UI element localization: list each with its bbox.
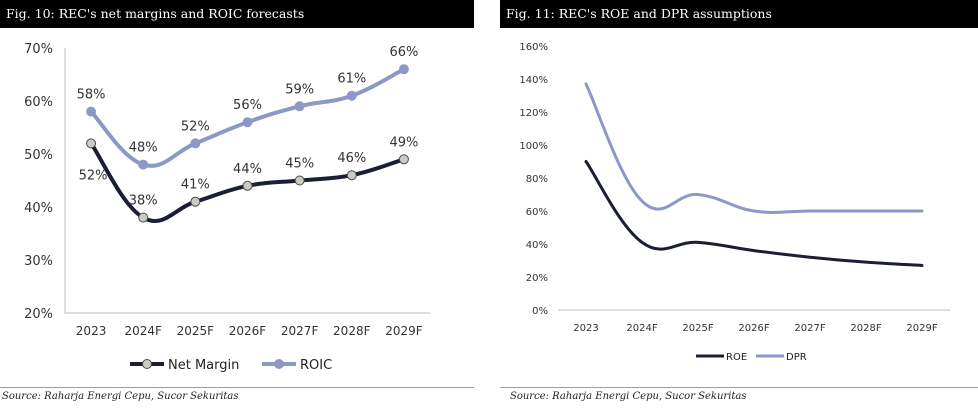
net-margin-data-label: 45%	[285, 157, 314, 172]
x-tick-label: 2027F	[794, 323, 825, 334]
right-chart-area: 0% 20% 40% 60% 80% 100% 120% 140% 160% 2023 2024F 2…	[500, 28, 978, 388]
roic-data-label: 56%	[233, 98, 262, 113]
legend-dpr-label: DPR	[786, 352, 807, 363]
y-tick-label: 60%	[24, 95, 53, 110]
y-tick-label: 160%	[519, 42, 548, 53]
roe-line	[584, 160, 924, 267]
y-tick-label: 60%	[526, 207, 548, 218]
y-tick-label: 20%	[526, 273, 548, 284]
net-margin-point	[242, 180, 253, 191]
dpr-line	[584, 82, 924, 214]
legend-roic-marker	[274, 359, 284, 369]
net-margin-point	[398, 154, 409, 165]
y-tick-label: 0%	[532, 306, 548, 317]
y-tick-label: 120%	[519, 108, 548, 119]
net-margin-point	[294, 175, 305, 186]
x-tick-label: 2029F	[906, 323, 937, 334]
roic-point	[242, 117, 253, 128]
net-margin-data-label: 49%	[389, 135, 418, 150]
roic-point	[86, 106, 97, 117]
left-figure-title: Fig. 10: REC's net margins and ROIC fore…	[0, 0, 474, 28]
net-margin-data-label: 41%	[181, 178, 210, 193]
y-tick-label: 30%	[24, 254, 53, 269]
legend-roe-label: ROE	[726, 352, 747, 363]
x-tick-label: 2028F	[850, 323, 881, 334]
x-tick-label: 2023	[76, 324, 107, 338]
roic-data-label: 61%	[337, 72, 366, 87]
net-margin-point	[190, 196, 201, 207]
roic-point	[138, 159, 149, 170]
x-tick-label: 2028F	[333, 324, 371, 338]
y-tick-label: 140%	[519, 75, 548, 86]
net-margin-data-label: 38%	[129, 194, 158, 209]
y-tick-label: 50%	[24, 148, 53, 163]
roe-dpr-chart: 0% 20% 40% 60% 80% 100% 120% 140% 160% 2023 2024F 2…	[519, 42, 950, 363]
net-margin-point	[138, 212, 149, 223]
x-tick-label: 2025F	[177, 324, 215, 338]
roic-data-label: 58%	[77, 88, 106, 103]
x-tick-label: 2024F	[124, 324, 162, 338]
y-tick-label: 80%	[526, 174, 548, 185]
net-margin-data-label: 52%	[79, 168, 108, 183]
x-tick-label: 2025F	[682, 323, 713, 334]
net-margin-data-label: 46%	[337, 151, 366, 166]
left-chart-area: 20% 30% 40% 50% 60% 70% 2023 2024F 2025F 2026F 202…	[0, 28, 474, 388]
right-figure-panel: Fig. 11: REC's ROE and DPR assumptions 0…	[500, 0, 978, 402]
roic-point	[294, 101, 305, 112]
y-tick-label: 40%	[24, 201, 53, 216]
left-figure-panel: Fig. 10: REC's net margins and ROIC fore…	[0, 0, 474, 402]
roic-data-label: 52%	[181, 119, 210, 134]
legend-net-margin-marker	[142, 359, 152, 369]
roic-data-label: 66%	[389, 45, 418, 60]
right-figure-title: Fig. 11: REC's ROE and DPR assumptions	[500, 0, 978, 28]
net-margin-roic-chart: 20% 30% 40% 50% 60% 70% 2023 2024F 2025F 2026F 202…	[24, 42, 430, 373]
legend-roic-label: ROIC	[300, 358, 332, 373]
x-tick-label: 2027F	[281, 324, 319, 338]
net-margin-point	[86, 138, 97, 149]
left-source-note: Source: Raharja Energi Cepu, Sucor Sekur…	[2, 391, 239, 402]
roic-point	[190, 138, 201, 149]
roic-point	[398, 64, 409, 75]
x-tick-label: 2029F	[385, 324, 423, 338]
roic-point	[346, 90, 357, 101]
right-source-note: Source: Raharja Energi Cepu, Sucor Sekur…	[510, 391, 747, 402]
y-tick-label: 100%	[519, 141, 548, 152]
x-tick-label: 2024F	[626, 323, 657, 334]
legend-net-margin-label: Net Margin	[168, 358, 239, 373]
net-margin-point	[346, 170, 357, 181]
x-tick-label: 2023	[573, 323, 598, 334]
x-tick-label: 2026F	[738, 323, 769, 334]
y-tick-label: 40%	[526, 240, 548, 251]
roic-data-label: 59%	[285, 82, 314, 97]
x-tick-label: 2026F	[229, 324, 267, 338]
y-tick-label: 70%	[24, 42, 53, 57]
roic-data-label: 48%	[129, 141, 158, 156]
y-tick-label: 20%	[24, 307, 53, 322]
net-margin-data-label: 44%	[233, 162, 262, 177]
